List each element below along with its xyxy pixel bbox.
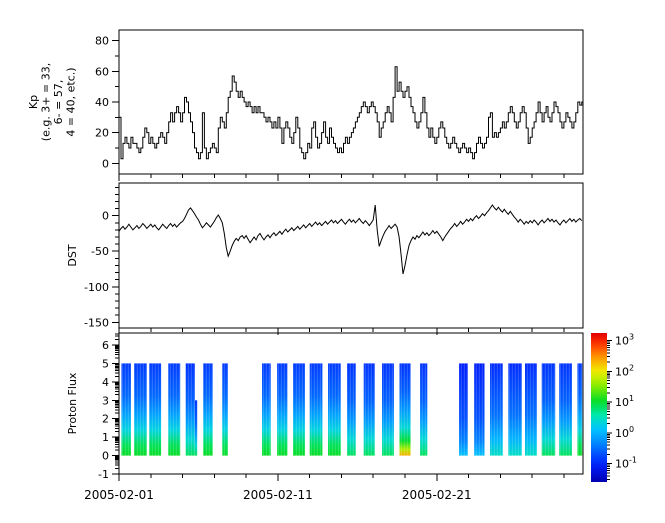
y-tick-label: 3	[102, 394, 109, 407]
dst-series-line	[118, 204, 583, 275]
y-tick-label: 4	[102, 376, 109, 389]
proton-flux-panel: -1 0 1 2 3 4 5 6 2005-02-01 2005-02-11 2005-02-21 P…	[66, 332, 584, 502]
dst-panel: 0 -50 -100 -150 DST	[66, 182, 584, 335]
y-tick-label: 0	[102, 210, 109, 223]
proton-flux-bar-texture	[203, 363, 213, 456]
proton-flux-bar-texture	[277, 363, 288, 456]
proton-flux-bar-texture	[399, 363, 411, 456]
colorbar: 103 102 101 100 10-1	[591, 333, 637, 482]
proton-flux-bar-texture	[293, 363, 305, 456]
proton-flux-bar-texture	[262, 363, 271, 456]
y-tick-label: 1	[102, 431, 109, 444]
y-tick-label: -50	[91, 245, 109, 258]
x-axis-date-label: 2005-02-21	[402, 488, 472, 502]
dst-axis-label: DST	[66, 244, 79, 266]
proton-flux-bar-texture	[459, 363, 468, 456]
proton-flux-bar-texture	[420, 363, 428, 456]
y-tick-label: 40	[95, 96, 109, 109]
proton-flux-bar-texture	[525, 363, 537, 456]
y-tick-label: -1	[98, 468, 109, 481]
y-tick-label: 5	[102, 357, 109, 370]
y-tick-label: 6	[102, 339, 109, 352]
x-axis-date-label: 2005-02-01	[84, 488, 154, 502]
y-tick-label: -100	[84, 281, 109, 294]
proton-flux-bar-texture	[559, 363, 572, 456]
kp-series-line	[119, 66, 583, 160]
panel-frame	[118, 182, 584, 329]
proton-flux-bar-texture	[222, 363, 228, 456]
proton-flux-bar-texture	[508, 363, 522, 456]
proton-flux-bar-texture	[577, 363, 583, 456]
proton-flux-bar-texture	[149, 363, 162, 456]
colorbar-tick-label: 102	[615, 363, 634, 378]
proton-flux-bar-texture	[490, 363, 503, 456]
proton-flux-bar-texture	[541, 363, 556, 456]
y-tick-label: -150	[84, 316, 109, 329]
proton-flux-bar-texture	[134, 363, 147, 456]
kp-axis-label: Kp(e.g. 3+ = 33,6- = 57,4 = 40, etc.)	[27, 63, 78, 141]
y-tick-label: 20	[95, 127, 109, 140]
colorbar-tick-label: 103	[615, 333, 634, 348]
proton-flux-bar-texture	[363, 363, 375, 456]
colorbar-tick-label: 101	[615, 394, 634, 409]
proton-flux-bar-texture	[347, 363, 356, 456]
colorbar-tick-label: 10-1	[615, 456, 637, 471]
y-tick-label: 2	[102, 413, 109, 426]
kp-panel: 0 20 40 60 80 Kp(e.g. 3+ = 33,6- = 57,4 = 40,…	[27, 29, 584, 181]
y-tick-label: 0	[102, 450, 109, 463]
x-axis-date-label: 2005-02-11	[243, 488, 313, 502]
colorbar-tick-label: 100	[615, 425, 634, 440]
proton-flux-bar-texture	[195, 400, 198, 456]
y-tick-label: 80	[95, 35, 109, 48]
proton-flux-bar-texture	[185, 363, 195, 456]
proton-flux-axis-label: Proton Flux	[66, 372, 79, 434]
proton-flux-bar-texture	[168, 363, 181, 456]
proton-flux-bar-texture	[309, 363, 323, 456]
proton-flux-bar-texture	[474, 363, 485, 456]
y-tick-label: 0	[102, 157, 109, 170]
proton-flux-bar-texture	[382, 363, 394, 456]
proton-flux-bar-texture	[121, 363, 131, 456]
colorbar-gradient	[591, 333, 607, 482]
proton-flux-bar-texture	[328, 363, 341, 456]
y-tick-label: 60	[95, 65, 109, 78]
